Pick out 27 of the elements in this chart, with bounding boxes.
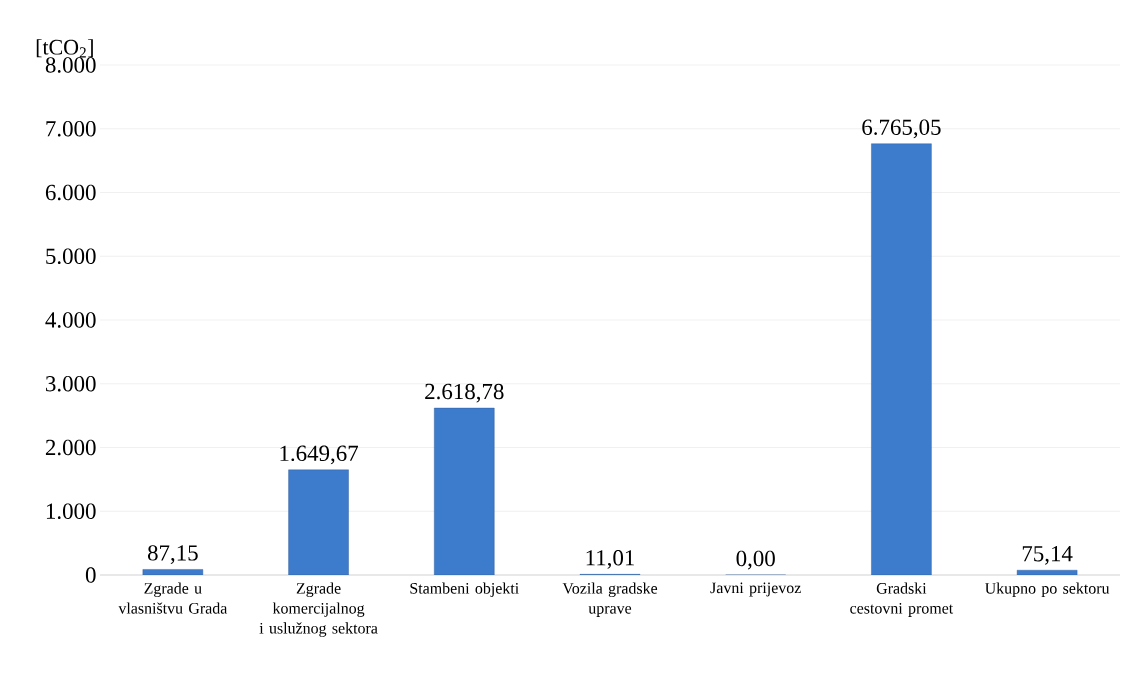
data-label: 87,15	[147, 545, 198, 564]
data-label: 75,14	[1022, 546, 1073, 565]
x-tick-label: Zgrade u vlasništvu Grada	[118, 582, 228, 614]
data-label: 2.618,78	[425, 383, 504, 403]
y-tick-label: 5.000	[46, 248, 96, 265]
data-label: 0,00	[736, 550, 775, 570]
data-label: 11,01	[586, 550, 634, 569]
y-tick-label: 4.000	[45, 312, 96, 328]
bar	[871, 143, 932, 575]
x-tick-label: Vozila gradske uprave	[562, 582, 658, 617]
y-tick-label: 1.000	[46, 503, 96, 520]
bar	[288, 469, 349, 575]
x-tick-label: Stambeni objekti	[410, 582, 519, 597]
y-tick-label: 6.000	[45, 184, 96, 201]
y-tick-label: 0	[85, 567, 96, 583]
y-tick-label: 2.000	[45, 439, 96, 456]
y-axis-title: [tCO$_{2}$]	[36, 39, 93, 58]
x-tick-label: Zgrade komercijalnog i uslužnog sektora	[259, 582, 378, 637]
data-label: 1.649,67	[280, 445, 359, 465]
x-tick-label: Gradski cestovni promet	[850, 582, 954, 617]
y-tick-label: 8.000	[45, 57, 96, 73]
x-tick-label: Javni prijevoz	[710, 582, 801, 597]
x-tick-label: Ukupno po sektoru	[985, 582, 1110, 597]
y-tick-label: 3.000	[46, 375, 96, 392]
bar	[434, 407, 495, 575]
y-tick-label: 7.000	[46, 120, 96, 137]
data-label: 6.765,05	[862, 119, 941, 139]
